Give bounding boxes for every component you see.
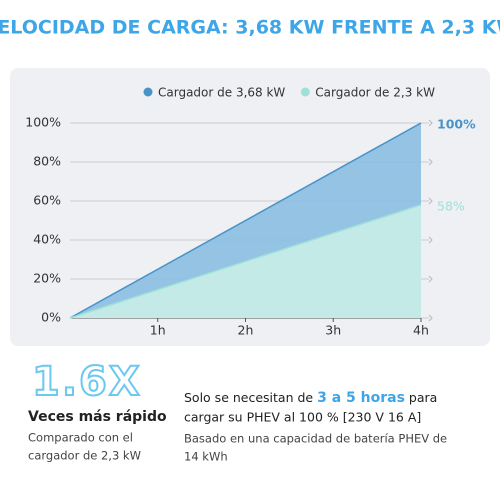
- y-tick-label: 100%: [25, 115, 61, 130]
- legend-label: Cargador de 2,3 kW: [315, 86, 435, 100]
- y-tick-label: 60%: [33, 193, 61, 208]
- grid-end-marker: [428, 236, 433, 244]
- headline: Veces más rápido: [28, 409, 167, 425]
- sentence: Solo se necesitan de 3 a 5 horas para: [184, 390, 437, 407]
- compare-line: cargador de 2,3 kW: [28, 449, 141, 463]
- x-tick-label: 1h: [150, 323, 166, 338]
- y-tick-label: 20%: [33, 271, 61, 286]
- grid-end-marker: [428, 119, 433, 127]
- grid-end-marker: [428, 275, 433, 283]
- legend-marker: [143, 87, 153, 97]
- series-line: [69, 122, 422, 319]
- grid-end-marker: [428, 158, 433, 166]
- value-label: 100%: [437, 117, 476, 132]
- big-number: 1.6X: [32, 359, 142, 405]
- grid-end-marker: [428, 197, 433, 205]
- value-label: 58%: [437, 198, 465, 213]
- sentence-highlight: 3 a 5 horas: [317, 390, 405, 406]
- sentence-part: para: [409, 390, 437, 405]
- legend-label: Cargador de 3,68 kW: [158, 86, 285, 100]
- note: 14 kWh: [184, 450, 228, 464]
- series-line: [69, 204, 422, 319]
- x-tick-label: 2h: [238, 323, 254, 338]
- note: Basado en una capacidad de batería PHEV …: [184, 432, 447, 446]
- x-tick-label: 4h: [413, 323, 429, 338]
- plot: Cargador de 3,68 kW Cargador de 2,3 kW 0% 2…: [25, 86, 476, 338]
- y-tick-label: 40%: [33, 232, 61, 247]
- grid-end-marker: [428, 314, 433, 322]
- legend-marker: [300, 87, 310, 97]
- x-tick-label: 3h: [325, 323, 341, 338]
- compare-line: Comparado con el: [28, 431, 133, 445]
- sentence: cargar su PHEV al 100 % [230 V 16 A]: [184, 410, 421, 425]
- y-tick-label: 80%: [33, 154, 61, 169]
- y-tick-label: 0%: [41, 310, 61, 325]
- sentence-part: Solo se necesitan de: [184, 390, 313, 405]
- chart-title: VELOCIDAD DE CARGA: 3,68 KW FRENTE A 2,3…: [0, 17, 500, 39]
